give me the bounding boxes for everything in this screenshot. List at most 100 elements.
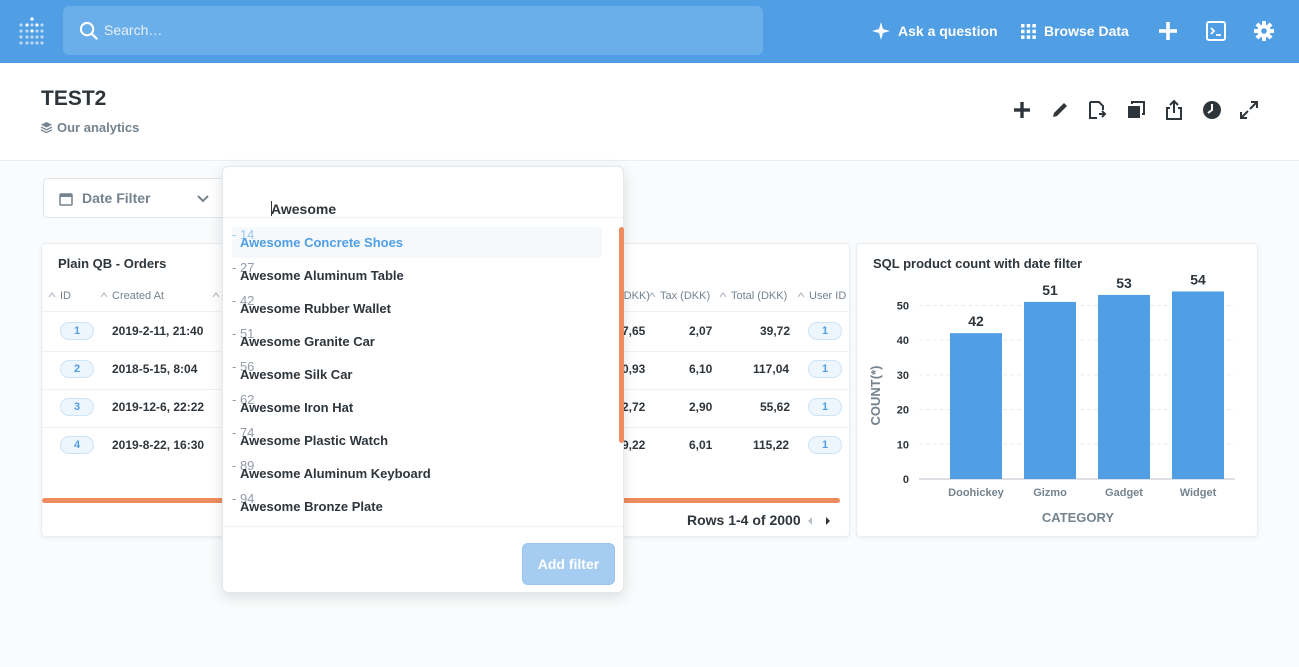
search-input[interactable]: Search… bbox=[104, 22, 163, 38]
bar bbox=[1098, 294, 1150, 479]
option-count: 94 bbox=[239, 491, 255, 506]
id-pill[interactable]: 1 bbox=[60, 322, 94, 340]
y-tick-label: 10 bbox=[897, 439, 909, 451]
pencil-icon[interactable] bbox=[1049, 99, 1071, 121]
sort-icon bbox=[100, 291, 108, 298]
column-header-partial[interactable] bbox=[212, 290, 224, 302]
clock-icon[interactable] bbox=[1201, 99, 1223, 121]
id-pill[interactable]: 4 bbox=[60, 436, 94, 454]
id-pill[interactable]: 2 bbox=[60, 360, 94, 378]
filter-option[interactable]: Awesome Concrete Shoes - 14 bbox=[232, 227, 602, 258]
plus-icon[interactable] bbox=[1157, 20, 1179, 42]
column-header-tax[interactable]: Tax (DKK) bbox=[648, 290, 710, 302]
column-label: Tax (DKK) bbox=[660, 290, 711, 302]
option-separator: - bbox=[232, 359, 240, 374]
sort-icon bbox=[648, 291, 656, 298]
bar-chart: 0 10 20 30 40 50 42 Doohickey 51 Gizmo 53 Gadget 54 W… bbox=[868, 271, 1235, 525]
chevron-down-icon bbox=[197, 195, 209, 203]
option-label: Awesome Rubber Wallet bbox=[240, 301, 391, 316]
filter-option[interactable]: Awesome Granite Car - 51 bbox=[232, 326, 602, 357]
data-label: 54 bbox=[1190, 271, 1206, 287]
option-label: Awesome Plastic Watch bbox=[240, 433, 389, 448]
user-id-pill[interactable]: 1 bbox=[808, 398, 842, 416]
column-label: (DKK) bbox=[620, 290, 650, 302]
column-header-created-at[interactable]: Created At bbox=[100, 290, 164, 302]
user-id-pill[interactable]: 1 bbox=[808, 322, 842, 340]
column-header-user-id[interactable]: User ID bbox=[797, 290, 846, 302]
y-tick-label: 30 bbox=[897, 370, 909, 382]
option-label: Awesome Granite Car bbox=[240, 334, 375, 349]
collection-link[interactable]: Our analytics bbox=[41, 120, 139, 135]
search-bar[interactable]: Search… bbox=[63, 6, 763, 55]
sql-chart-card: SQL product count with date filter 0 10 20… bbox=[856, 243, 1258, 537]
user-id-pill[interactable]: 1 bbox=[808, 360, 842, 378]
sort-icon bbox=[797, 291, 805, 298]
column-label: ID bbox=[60, 290, 71, 302]
data-label: 51 bbox=[1042, 282, 1058, 298]
date-filter-widget[interactable]: Date Filter bbox=[43, 178, 223, 218]
filter-option[interactable]: Awesome Silk Car - 56 bbox=[232, 359, 602, 390]
x-tick-label: Gadget bbox=[1105, 487, 1143, 499]
created-at-cell: 2019-2-11, 21:40 bbox=[112, 324, 204, 338]
footer-divider bbox=[223, 526, 623, 527]
x-tick-label: Gizmo bbox=[1033, 487, 1067, 499]
fullscreen-icon[interactable] bbox=[1238, 99, 1260, 121]
subtotal-cell: 0,93 bbox=[622, 362, 646, 376]
option-label: Awesome Silk Car bbox=[240, 367, 353, 382]
sort-icon bbox=[719, 291, 727, 298]
duplicate-icon[interactable] bbox=[1125, 99, 1147, 121]
column-label: Total (DKK) bbox=[731, 290, 788, 302]
revisions-icon[interactable] bbox=[1086, 99, 1108, 121]
filter-option[interactable]: Awesome Aluminum Table - 27 bbox=[232, 260, 602, 291]
top-nav: Search… Ask a question Browse Data bbox=[0, 0, 1299, 63]
option-separator: - bbox=[232, 392, 240, 407]
sort-icon bbox=[48, 291, 56, 298]
tax-cell: 2,90 bbox=[689, 400, 713, 414]
column-header-subtotal[interactable]: (DKK) bbox=[620, 290, 650, 302]
gear-icon[interactable] bbox=[1253, 20, 1275, 42]
metabase-logo-icon[interactable] bbox=[18, 15, 45, 47]
sort-icon bbox=[212, 291, 220, 298]
add-card-icon[interactable] bbox=[1011, 99, 1033, 121]
filter-option[interactable]: Awesome Iron Hat - 62 bbox=[232, 392, 602, 423]
total-cell: 115,22 bbox=[753, 438, 790, 452]
filter-option[interactable]: Awesome Rubber Wallet - 42 bbox=[232, 293, 602, 324]
option-count: 89 bbox=[239, 458, 255, 473]
id-pill[interactable]: 3 bbox=[60, 398, 94, 416]
x-axis-title: CATEGORY bbox=[1042, 510, 1115, 525]
total-cell: 55,62 bbox=[760, 400, 791, 414]
share-icon[interactable] bbox=[1163, 99, 1185, 121]
sparkle-icon bbox=[872, 22, 890, 40]
option-separator: - bbox=[232, 227, 240, 242]
sql-editor-icon[interactable] bbox=[1205, 20, 1227, 42]
collection-name: Our analytics bbox=[57, 120, 140, 135]
user-id-pill[interactable]: 1 bbox=[808, 436, 842, 454]
bar bbox=[950, 333, 1002, 479]
filter-input-value: Awesome bbox=[271, 201, 337, 217]
column-header-total[interactable]: Total (DKK) bbox=[719, 290, 787, 302]
next-page-icon[interactable] bbox=[823, 515, 833, 527]
add-filter-button[interactable]: Add filter bbox=[522, 543, 615, 585]
option-separator: - bbox=[232, 458, 240, 473]
search-icon bbox=[79, 21, 98, 40]
option-label: Awesome Aluminum Keyboard bbox=[240, 466, 431, 481]
tax-cell: 2,07 bbox=[689, 324, 713, 338]
option-count: 27 bbox=[239, 260, 255, 275]
filter-option[interactable]: Awesome Aluminum Keyboard - 89 bbox=[232, 458, 602, 489]
column-label: Created At bbox=[112, 290, 164, 302]
card-title: SQL product count with date filter bbox=[873, 256, 1083, 271]
column-header-id[interactable]: ID bbox=[48, 290, 71, 302]
option-count: 56 bbox=[239, 359, 255, 374]
option-separator: - bbox=[232, 326, 240, 341]
filter-option[interactable]: Awesome Plastic Watch - 74 bbox=[232, 425, 602, 456]
ask-question-button[interactable]: Ask a question bbox=[872, 20, 998, 42]
prev-page-icon[interactable] bbox=[805, 515, 815, 527]
browse-data-button[interactable]: Browse Data bbox=[1021, 20, 1129, 42]
collection-icon bbox=[41, 122, 52, 133]
page-title: TEST2 bbox=[41, 87, 107, 110]
filter-search-input[interactable]: Awesome bbox=[223, 167, 623, 218]
subtotal-cell: 2,72 bbox=[622, 400, 646, 414]
date-filter-label: Date Filter bbox=[82, 190, 151, 206]
vertical-scrollbar[interactable] bbox=[619, 227, 624, 443]
filter-option[interactable]: Awesome Bronze Plate - 94 bbox=[232, 491, 602, 522]
